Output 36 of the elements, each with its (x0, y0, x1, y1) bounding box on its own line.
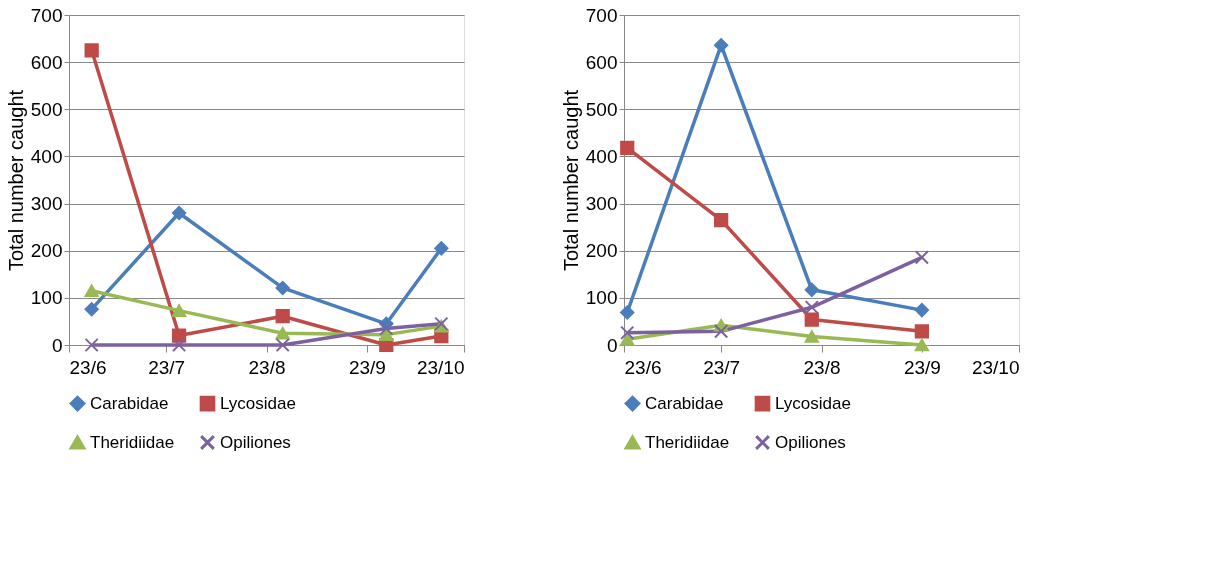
x-tick-label: 23/8 (248, 356, 286, 378)
y-tick-label: 200 (585, 240, 618, 262)
y-tick-label: 500 (30, 98, 63, 120)
y-tick-label: 600 (30, 51, 63, 73)
y-tick-label: 400 (585, 145, 618, 167)
legend-label: Lycosidae (220, 393, 296, 413)
y-tick-label: 700 (585, 4, 618, 26)
y-tick-label: 300 (585, 193, 618, 215)
y-axis-title: Total number caught (4, 89, 27, 272)
legend-label: Lycosidae (775, 393, 851, 413)
legend-label: Theridiidae (90, 432, 175, 452)
y-tick-label: 500 (585, 98, 618, 120)
y-tick-label: 200 (30, 240, 63, 262)
x-tick-label: 23/8 (803, 356, 841, 378)
y-tick-label: 0 (51, 334, 63, 356)
legend-label: Theridiidae (645, 432, 730, 452)
x-tick-label: 23/7 (148, 356, 186, 378)
legend-label: Opiliones (220, 432, 291, 452)
y-axis-title: Total number caught (559, 89, 582, 272)
y-tick-label: 300 (30, 193, 63, 215)
x-tick-label: 23/9 (348, 356, 386, 378)
y-tick-label: 0 (606, 334, 618, 356)
legend-label: Opiliones (775, 432, 846, 452)
y-tick-label: 400 (30, 145, 63, 167)
x-tick-label: 23/6 (69, 356, 107, 378)
y-tick-label: 100 (30, 287, 63, 309)
x-tick-label: 23/6 (624, 356, 662, 378)
x-tick-label: 23/10 (416, 356, 465, 378)
y-tick-label: 600 (585, 51, 618, 73)
y-tick-label: 100 (585, 287, 618, 309)
y-tick-label: 700 (30, 4, 63, 26)
legend-label: Carabidae (90, 393, 169, 413)
legend-label: Carabidae (645, 393, 724, 413)
x-tick-label: 23/7 (703, 356, 741, 378)
x-tick-label: 23/10 (971, 356, 1020, 378)
x-tick-label: 23/9 (903, 356, 941, 378)
